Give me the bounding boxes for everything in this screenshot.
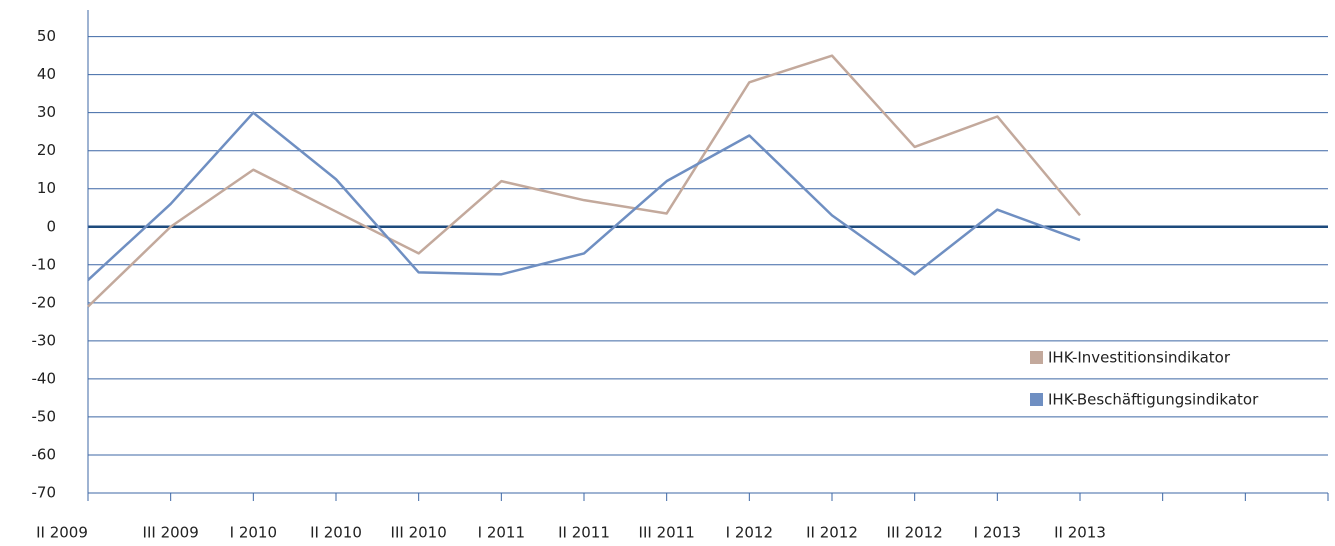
x-tick-label: I 2012 <box>726 524 773 542</box>
x-tick-label: III 2009 <box>143 524 199 542</box>
y-tick-label: 20 <box>37 141 56 159</box>
legend-label: IHK-Investitionsindikator <box>1048 349 1231 367</box>
x-tick-label: III 2011 <box>639 524 695 542</box>
y-tick-label: -60 <box>32 445 57 463</box>
x-tick-label: II 2012 <box>806 524 858 542</box>
y-tick-label: -50 <box>32 407 57 425</box>
y-tick-label: 50 <box>37 27 56 45</box>
y-tick-label: -20 <box>32 293 57 311</box>
x-tick-label: III 2012 <box>887 524 943 542</box>
x-tick-label: II 2009 <box>36 524 88 542</box>
x-tick-label: II 2011 <box>558 524 610 542</box>
legend-swatch <box>1030 393 1043 406</box>
series-line <box>87 111 1081 281</box>
legend-label: IHK-Beschäftigungsindikator <box>1048 391 1259 409</box>
y-tick-label: -70 <box>32 484 57 502</box>
y-tick-label: 0 <box>46 217 56 235</box>
x-tick-label: II 2013 <box>1054 524 1106 542</box>
y-tick-label: 30 <box>37 103 56 121</box>
x-tick-label: I 2011 <box>478 524 525 542</box>
legend-swatch <box>1030 351 1043 364</box>
series-line <box>87 54 1081 308</box>
y-tick-label: -30 <box>32 331 57 349</box>
x-tick-label: II 2010 <box>310 524 362 542</box>
y-tick-label: 40 <box>37 65 56 83</box>
x-tick-label: III 2010 <box>391 524 447 542</box>
x-tick-label: I 2013 <box>974 524 1021 542</box>
y-tick-label: -40 <box>32 369 57 387</box>
x-tick-label: I 2010 <box>230 524 277 542</box>
y-tick-label: 10 <box>37 179 56 197</box>
y-tick-label: -10 <box>32 255 57 273</box>
